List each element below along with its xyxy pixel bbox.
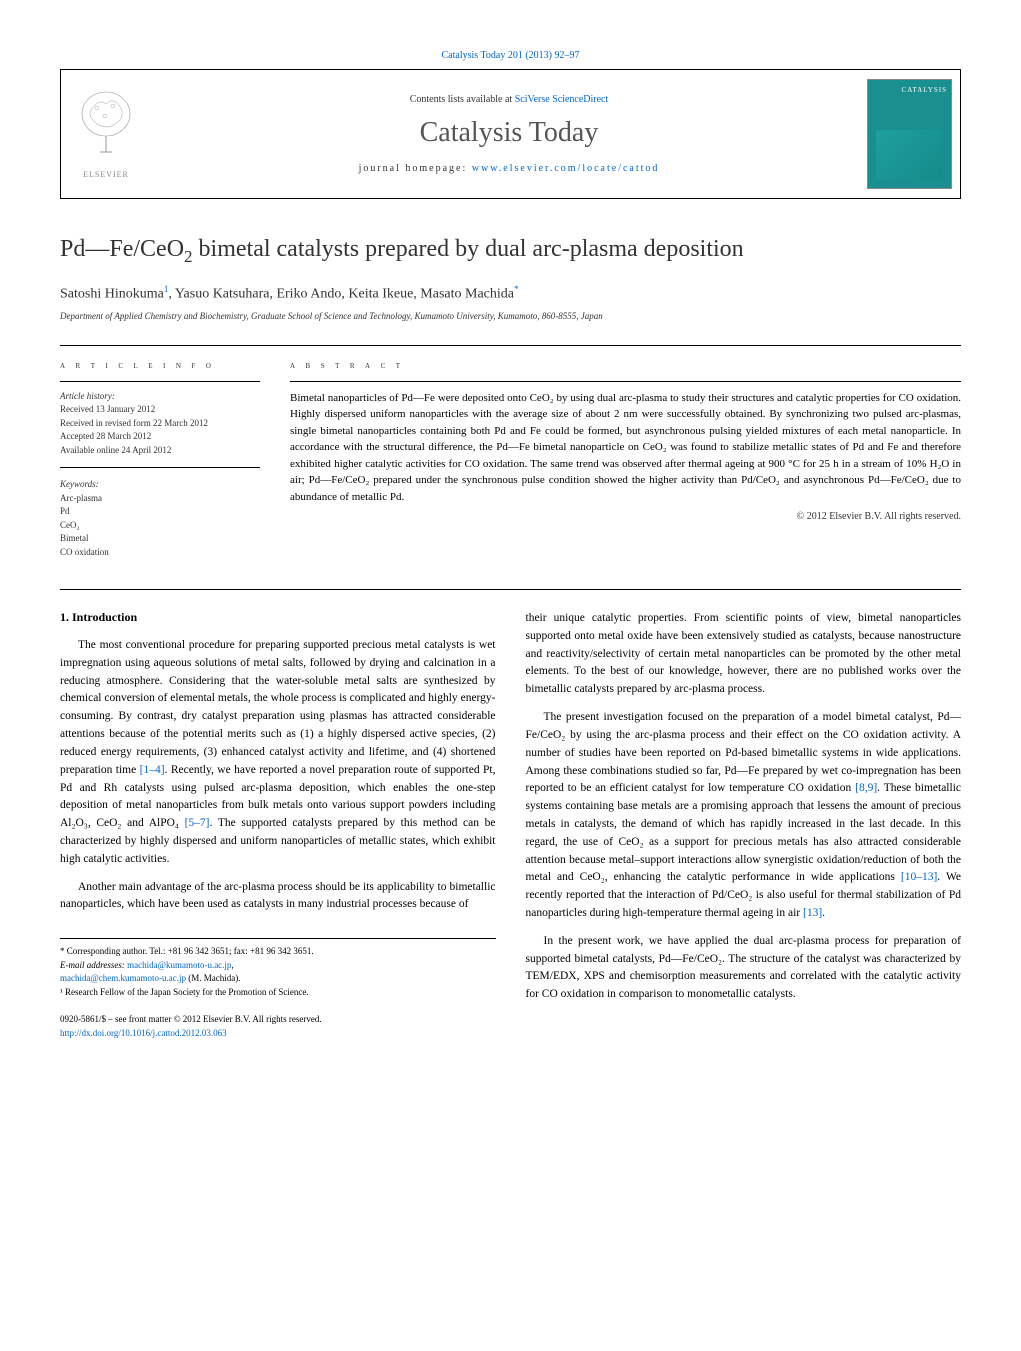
history-accepted: Accepted 28 March 2012	[60, 430, 260, 444]
history-received: Received 13 January 2012	[60, 403, 260, 417]
divider-top	[60, 345, 961, 346]
affiliation: Department of Applied Chemistry and Bioc…	[60, 311, 961, 321]
keyword: CeO₂	[60, 519, 260, 533]
elsevier-label: ELSEVIER	[83, 170, 129, 179]
keyword: Pd	[60, 505, 260, 519]
journal-cover-thumb: CATALYSIS	[867, 79, 952, 189]
keywords-label: Keywords:	[60, 478, 260, 492]
author-corresponding[interactable]: *	[514, 284, 519, 294]
contents-list-line: Contents lists available at SciVerse Sci…	[161, 94, 857, 105]
footnotes-block: * Corresponding author. Tel.: +81 96 342…	[60, 938, 496, 999]
history-online: Available online 24 April 2012	[60, 444, 260, 458]
authors-line: Satoshi Hinokuma1, Yasuo Katsuhara, Erik…	[60, 284, 961, 303]
corresponding-author-note: * Corresponding author. Tel.: +81 96 342…	[60, 945, 496, 959]
keyword: CO oxidation	[60, 546, 260, 560]
doi-link[interactable]: http://dx.doi.org/10.1016/j.cattod.2012.…	[60, 1028, 227, 1038]
journal-homepage-link[interactable]: www.elsevier.com/locate/cattod	[472, 163, 660, 174]
body-paragraph: The most conventional procedure for prep…	[60, 637, 496, 869]
cover-thumb-label: CATALYSIS	[902, 86, 947, 94]
sciencedirect-link[interactable]: SciVerse ScienceDirect	[515, 94, 609, 105]
elsevier-logo: ELSEVIER	[61, 70, 151, 198]
history-revised: Received in revised form 22 March 2012	[60, 417, 260, 431]
email-link[interactable]: machida@chem.kumamoto-u.ac.jp	[60, 973, 186, 983]
header-citation: Catalysis Today 201 (2013) 92–97	[60, 50, 961, 61]
keyword: Arc-plasma	[60, 492, 260, 506]
divider-mid	[60, 589, 961, 590]
ref-link[interactable]: [5–7]	[185, 817, 210, 829]
abstract-text: Bimetal nanoparticles of Pd—Fe were depo…	[290, 390, 961, 506]
body-paragraph: In the present work, we have applied the…	[526, 933, 962, 1004]
front-matter-line: 0920-5861/$ – see front matter © 2012 El…	[60, 1013, 496, 1040]
history-label: Article history:	[60, 390, 260, 404]
journal-header-box: ELSEVIER Contents lists available at Sci…	[60, 69, 961, 199]
ref-link[interactable]: [8,9]	[855, 782, 877, 794]
abstract-copyright: © 2012 Elsevier B.V. All rights reserved…	[290, 511, 961, 522]
journal-title: Catalysis Today	[161, 117, 857, 149]
elsevier-tree-icon	[75, 90, 137, 168]
footnote-1: ¹ Research Fellow of the Japan Society f…	[60, 986, 496, 1000]
ref-link[interactable]: [10–13]	[901, 871, 937, 883]
ref-link[interactable]: [1–4]	[140, 764, 165, 776]
journal-homepage-line: journal homepage: www.elsevier.com/locat…	[161, 163, 857, 174]
body-paragraph: their unique catalytic properties. From …	[526, 610, 962, 699]
article-title: Pd—Fe/CeO2 bimetal catalysts prepared by…	[60, 234, 961, 268]
body-paragraph: Another main advantage of the arc-plasma…	[60, 879, 496, 915]
body-paragraph: The present investigation focused on the…	[526, 709, 962, 923]
keyword: Bimetal	[60, 532, 260, 546]
abstract-heading: a b s t r a c t	[290, 360, 961, 371]
intro-heading: 1. Introduction	[60, 610, 496, 625]
email-link[interactable]: machida@kumamoto-u.ac.jp	[127, 960, 231, 970]
article-info-heading: a r t i c l e i n f o	[60, 360, 260, 371]
email-line: E-mail addresses: machida@kumamoto-u.ac.…	[60, 959, 496, 973]
ref-link[interactable]: [13]	[803, 907, 822, 919]
